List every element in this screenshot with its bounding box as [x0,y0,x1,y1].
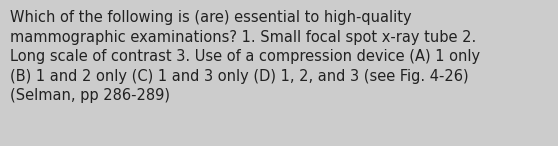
Text: Which of the following is (are) essential to high-quality
mammographic examinati: Which of the following is (are) essentia… [10,10,480,104]
